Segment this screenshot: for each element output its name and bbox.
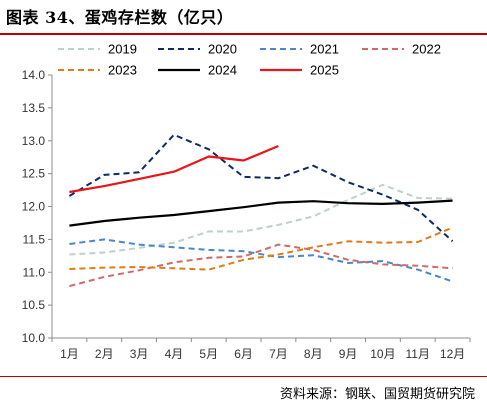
y-tick-label: 11.0 [23, 265, 46, 279]
series-line-2021 [69, 238, 453, 283]
legend-label: 2022 [412, 42, 441, 57]
y-tick-label: 12.0 [22, 200, 46, 214]
y-tick-label: 14.0 [22, 68, 46, 82]
series-line-2023 [69, 226, 453, 271]
legend-label: 2020 [208, 42, 237, 57]
y-tick-label: 10.0 [22, 331, 46, 345]
x-tick-label: 4月 [165, 347, 184, 361]
x-tick-label: 3月 [130, 347, 149, 361]
x-tick-label: 10月 [370, 347, 395, 361]
series-line-2019 [69, 183, 453, 256]
x-tick-label: 1月 [60, 347, 79, 361]
x-tick-label: 11月 [406, 347, 430, 361]
legend-label: 2023 [108, 63, 137, 78]
x-tick-label: 8月 [304, 347, 323, 361]
series-line-2025 [69, 144, 279, 194]
x-tick-label: 12月 [440, 347, 465, 361]
y-tick-label: 13.0 [22, 134, 46, 148]
x-tick-label: 2月 [95, 347, 114, 361]
legend-label: 2024 [208, 63, 237, 78]
legend-item-2022: 2022 [362, 42, 441, 57]
series-line-2022 [69, 243, 453, 288]
legend-item-2019: 2019 [58, 42, 137, 57]
y-tick-label: 13.5 [22, 101, 46, 115]
x-tick-label: 7月 [269, 347, 288, 361]
x-tick-label: 6月 [234, 347, 253, 361]
legend-item-2021: 2021 [260, 42, 339, 57]
y-tick-label: 11.5 [23, 232, 46, 246]
egg-hen-inventory-line-chart: 10.0 10.5 11.0 11.5 12.0 12.5 13.0 13.5 14.0 1月 2月… [22, 42, 471, 361]
legend-item-2025: 2025 [260, 63, 339, 78]
y-tick-label: 10.5 [22, 298, 46, 312]
series-line-2024 [69, 199, 453, 227]
series-layer [68, 133, 454, 288]
legend-label: 2019 [108, 42, 137, 57]
x-tick-label: 9月 [339, 347, 358, 361]
figure-title: 图表 34、蛋鸡存栏数（亿只） [6, 8, 234, 27]
legend-label: 2025 [310, 63, 339, 78]
y-tick-label: 12.5 [22, 167, 46, 181]
legend-label: 2021 [310, 42, 339, 57]
legend-item-2024: 2024 [158, 63, 237, 78]
source-rule [0, 376, 487, 377]
x-tick-label: 5月 [199, 347, 218, 361]
title-rule [0, 33, 487, 35]
source-note: 资料来源：钢联、国贸期货研究院 [279, 387, 475, 402]
series-line-2020 [68, 133, 454, 243]
chart-legend: 2019 2020 2021 2022 2023 2024 2025 [58, 42, 441, 78]
legend-item-2020: 2020 [158, 42, 237, 57]
legend-item-2023: 2023 [58, 63, 137, 78]
chart-axes: 10.0 10.5 11.0 11.5 12.0 12.5 13.0 13.5 14.0 1月 2月… [22, 68, 471, 361]
